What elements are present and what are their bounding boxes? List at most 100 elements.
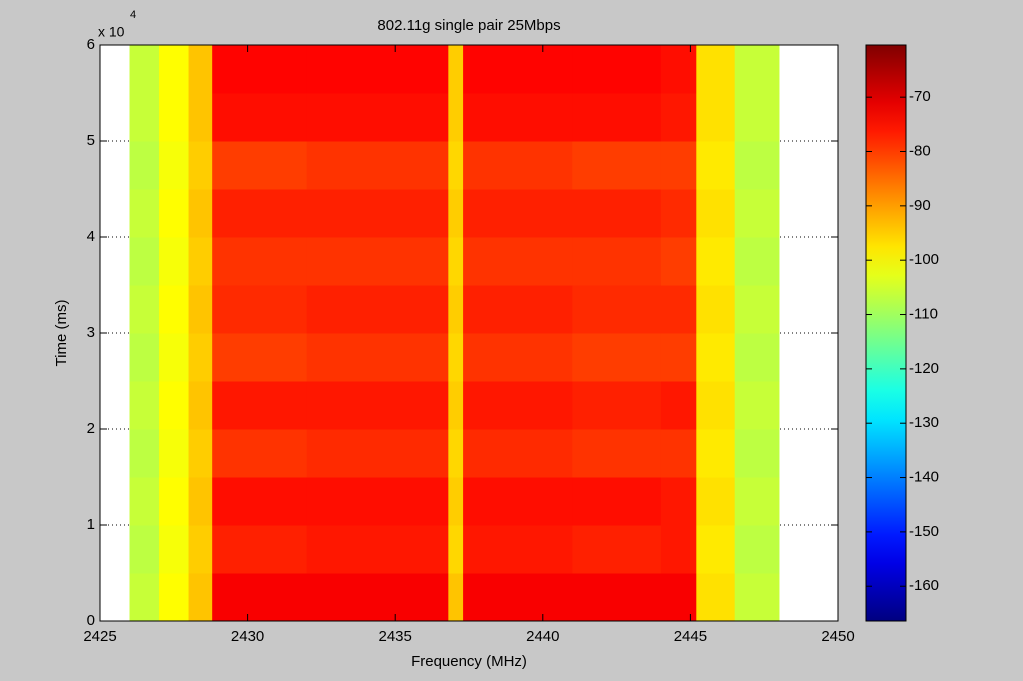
- heat-cell: [448, 237, 464, 286]
- heat-cell: [159, 429, 190, 478]
- heat-cell: [306, 237, 449, 286]
- heat-cell: [306, 381, 449, 430]
- heat-cell: [696, 45, 736, 94]
- heat-cell: [572, 141, 662, 190]
- heat-cell: [696, 381, 736, 430]
- heat-cell: [660, 45, 697, 94]
- heat-cell: [660, 573, 697, 622]
- heat-cell: [660, 237, 697, 286]
- colorbar: [865, 44, 907, 622]
- heat-cell: [188, 477, 213, 526]
- heat-cell: [734, 285, 780, 334]
- heat-cell: [212, 477, 308, 526]
- heat-cell: [188, 93, 213, 142]
- heat-cell: [306, 189, 449, 238]
- heat-cell: [448, 381, 464, 430]
- heat-cell: [660, 189, 697, 238]
- y-multiplier-exponent: 4: [130, 9, 136, 21]
- heat-cell: [572, 285, 662, 334]
- colorbar-tick-label: -130: [909, 414, 939, 431]
- x-tick-label: 2445: [674, 628, 707, 645]
- heat-cell: [448, 573, 464, 622]
- colorbar-tick-label: -120: [909, 360, 939, 377]
- heat-cell: [660, 381, 697, 430]
- heat-cell: [188, 333, 213, 382]
- heat-cell: [188, 45, 213, 94]
- heat-cell: [463, 141, 573, 190]
- heat-cell: [734, 381, 780, 430]
- heat-cell: [572, 93, 662, 142]
- x-tick-label: 2440: [526, 628, 559, 645]
- heat-cell: [188, 525, 213, 574]
- heat-cell: [306, 141, 449, 190]
- x-tick-label: 2450: [821, 628, 854, 645]
- x-axis-label: Frequency (MHz): [411, 653, 527, 670]
- y-tick-label: 4: [87, 228, 95, 245]
- heat-cell: [696, 429, 736, 478]
- heat-cell: [660, 285, 697, 334]
- heat-cell: [159, 573, 190, 622]
- y-tick-label: 1: [87, 516, 95, 533]
- heat-cell: [159, 525, 190, 574]
- y-tick-label: 5: [87, 132, 95, 149]
- heat-cell: [159, 333, 190, 382]
- heat-cell: [572, 381, 662, 430]
- heat-cell: [463, 45, 573, 94]
- heat-cell: [188, 189, 213, 238]
- heat-cell: [188, 237, 213, 286]
- heat-cell: [463, 333, 573, 382]
- heat-cell: [463, 237, 573, 286]
- heat-cell: [129, 429, 160, 478]
- heat-cell: [448, 141, 464, 190]
- heat-cell: [660, 333, 697, 382]
- heat-cell: [129, 45, 160, 94]
- heat-cell: [448, 285, 464, 334]
- heat-cell: [572, 573, 662, 622]
- heat-cell: [448, 45, 464, 94]
- heat-cell: [159, 381, 190, 430]
- heat-cell: [734, 477, 780, 526]
- heat-cell: [129, 93, 160, 142]
- heat-cell: [212, 189, 308, 238]
- heat-cell: [734, 141, 780, 190]
- heat-cell: [159, 189, 190, 238]
- heat-cell: [188, 573, 213, 622]
- heat-cell: [129, 525, 160, 574]
- x-tick-label: 2430: [231, 628, 264, 645]
- heat-cell: [306, 477, 449, 526]
- heat-cell: [572, 477, 662, 526]
- heat-cell: [188, 285, 213, 334]
- heat-cell: [212, 45, 308, 94]
- heat-cell: [306, 285, 449, 334]
- colorbar-tick-label: -100: [909, 251, 939, 268]
- heat-cell: [159, 93, 190, 142]
- heat-cell: [306, 525, 449, 574]
- heat-cell: [129, 189, 160, 238]
- chart-title: 802.11g single pair 25Mbps: [377, 17, 560, 34]
- heat-cell: [572, 45, 662, 94]
- heat-cell: [212, 285, 308, 334]
- heat-cell: [696, 237, 736, 286]
- heat-cell: [212, 141, 308, 190]
- heat-cell: [188, 429, 213, 478]
- heat-cell: [734, 45, 780, 94]
- heat-cell: [463, 429, 573, 478]
- heat-cell: [696, 333, 736, 382]
- heat-cell: [212, 429, 308, 478]
- y-multiplier: x 10: [98, 24, 125, 40]
- heat-cell: [696, 525, 736, 574]
- heat-cell: [734, 573, 780, 622]
- heat-cell: [448, 333, 464, 382]
- heat-cell: [463, 573, 573, 622]
- y-tick-label: 3: [87, 324, 95, 341]
- colorbar-tick-label: -160: [909, 577, 939, 594]
- heat-cell: [660, 141, 697, 190]
- heat-cell: [306, 45, 449, 94]
- heat-cell: [129, 285, 160, 334]
- heat-cell: [696, 477, 736, 526]
- heat-cell: [306, 429, 449, 478]
- heat-cell: [696, 141, 736, 190]
- heat-cell: [129, 333, 160, 382]
- heat-cell: [696, 285, 736, 334]
- heat-cell: [572, 429, 662, 478]
